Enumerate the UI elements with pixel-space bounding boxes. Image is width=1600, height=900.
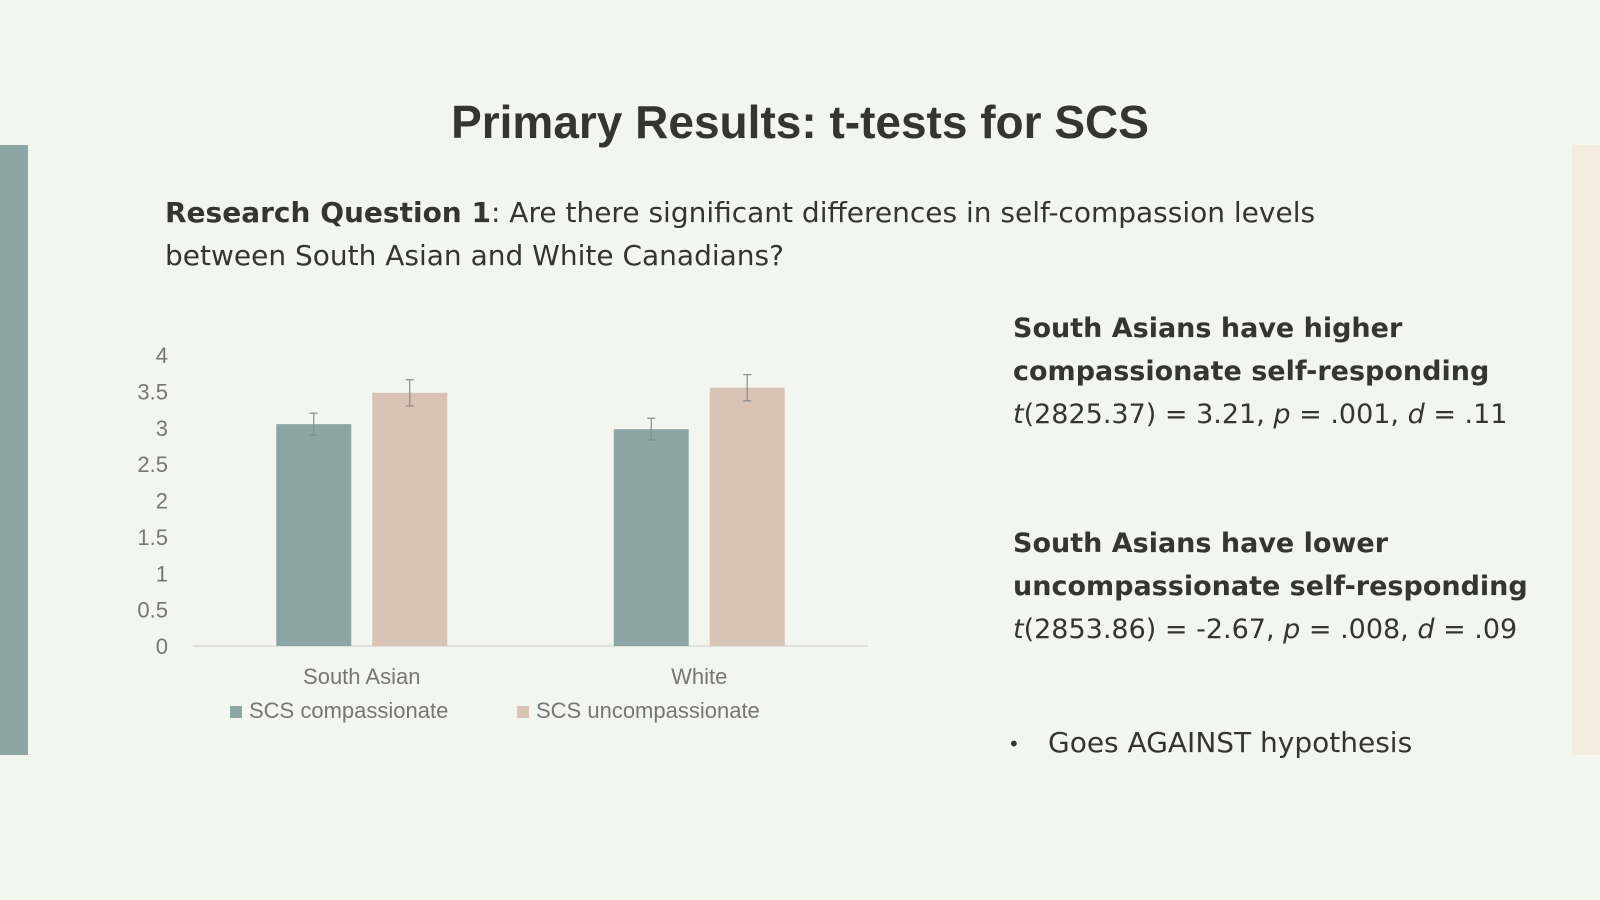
d-symbol: d <box>1417 614 1435 645</box>
y-tick-label: 3 <box>156 416 168 441</box>
y-tick-label: 0 <box>156 634 168 659</box>
x-tick-label: White <box>671 664 727 689</box>
y-tick-label: 0.5 <box>137 598 168 623</box>
t-symbol: t <box>1013 399 1024 430</box>
y-tick-label: 2 <box>156 489 168 514</box>
bar-chart: 0 0.5 1 1.5 2 2.5 3 3.5 4 South Asian White SCS com… <box>137 343 868 723</box>
y-tick-label: 2.5 <box>137 452 168 477</box>
t-value: (2825.37) = 3.21, <box>1023 399 1274 430</box>
d-value: = .09 <box>1434 614 1518 645</box>
d-value: = .11 <box>1424 399 1508 430</box>
result-statistic: t(2825.37) = 3.21, p = .001, d = .11 <box>1013 393 1573 436</box>
bar-uncompassionate <box>372 392 448 646</box>
bullet-text: Goes AGAINST hypothesis <box>1048 726 1413 759</box>
y-tick-label: 1 <box>156 561 168 586</box>
y-tick-label: 3.5 <box>137 379 168 404</box>
p-value: = .001, <box>1290 399 1408 430</box>
bar-compassionate <box>613 429 689 646</box>
y-tick-label: 4 <box>156 343 168 368</box>
research-question: Research Question 1: Are there significa… <box>165 191 1395 277</box>
result-compassionate: South Asians have higher compassionate s… <box>1013 307 1573 436</box>
hypothesis-bullet: • Goes AGAINST hypothesis <box>1008 726 1412 759</box>
p-symbol: p <box>1283 614 1301 645</box>
result-statistic: t(2853.86) = -2.67, p = .008, d = .09 <box>1013 608 1573 651</box>
research-question-text: : Are there significant differences in s… <box>165 196 1316 272</box>
legend-label: SCS compassionate <box>249 698 448 723</box>
bar-uncompassionate <box>709 387 785 646</box>
p-value: = .008, <box>1300 614 1418 645</box>
y-tick-label: 1.5 <box>137 525 168 550</box>
result-heading: South Asians have higher compassionate s… <box>1013 313 1490 387</box>
legend-swatch <box>230 706 242 718</box>
d-symbol: d <box>1407 399 1425 430</box>
bar-compassionate <box>276 424 352 646</box>
right-accent-bar <box>1572 145 1600 755</box>
result-uncompassionate: South Asians have lower uncompassionate … <box>1013 522 1573 651</box>
legend-swatch <box>517 706 529 718</box>
p-symbol: p <box>1273 399 1291 430</box>
left-accent-bar <box>0 145 28 755</box>
slide-title: Primary Results: t-tests for SCS <box>451 96 1149 148</box>
t-value: (2853.86) = -2.67, <box>1023 614 1284 645</box>
research-question-label: Research Question 1 <box>165 196 491 229</box>
t-symbol: t <box>1013 614 1024 645</box>
bullet-icon: • <box>1008 732 1020 756</box>
result-heading: South Asians have lower uncompassionate … <box>1013 528 1528 602</box>
legend-label: SCS uncompassionate <box>536 698 760 723</box>
x-tick-label: South Asian <box>303 664 420 689</box>
